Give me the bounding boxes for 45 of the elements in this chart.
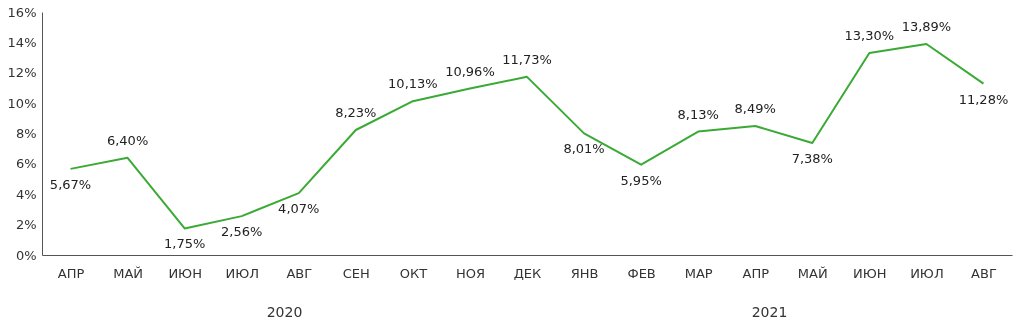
y-tick-label: 12% bbox=[7, 65, 37, 81]
y-tick-label: 4% bbox=[15, 186, 37, 202]
data-label: 1,75% bbox=[163, 236, 206, 252]
data-label: 8,49% bbox=[734, 101, 776, 117]
x-tick-label: МАР bbox=[684, 265, 713, 281]
x-tick-label: ЯНВ bbox=[570, 265, 599, 281]
data-label: 8,23% bbox=[335, 105, 377, 121]
x-tick-label: СЕН bbox=[342, 265, 370, 281]
data-label: 7,38% bbox=[791, 150, 833, 166]
x-tick-label: ИЮЛ bbox=[910, 265, 944, 281]
x-tick-label: ДЕК bbox=[513, 265, 542, 281]
y-tick-label: 10% bbox=[7, 95, 37, 111]
data-label: 2,56% bbox=[221, 224, 263, 240]
data-label: 5,95% bbox=[620, 172, 662, 188]
y-tick-label: 2% bbox=[15, 217, 37, 233]
text: 2021 bbox=[751, 304, 788, 320]
data-label: 10,96% bbox=[445, 63, 495, 79]
data-label: 10,13% bbox=[388, 76, 438, 92]
x-tick-label: АПР bbox=[57, 265, 85, 281]
x-tick-label: МАЙ bbox=[797, 265, 828, 281]
data-label: 5,67% bbox=[49, 176, 92, 192]
x-tick-label: ОКТ bbox=[399, 265, 428, 281]
x-tick-label: ИЮЛ bbox=[225, 265, 259, 281]
x-tick-label: ИЮН bbox=[853, 265, 887, 281]
x-tick-label: ФЕВ bbox=[627, 265, 656, 281]
data-label: 13,30% bbox=[844, 28, 895, 44]
y-tick-label: 6% bbox=[15, 156, 37, 172]
x-tick-label: АВГ bbox=[286, 265, 313, 281]
data-label: 13,89% bbox=[901, 19, 952, 35]
data-label: 6,40% bbox=[106, 132, 149, 148]
data-label: 11,28% bbox=[958, 91, 1009, 107]
data-label: 8,01% bbox=[563, 141, 605, 157]
y-tick-label: 0% bbox=[15, 247, 37, 263]
y-tick-label: 16% bbox=[7, 4, 37, 20]
data-label: 8,13% bbox=[677, 106, 719, 122]
y-tick-label: 8% bbox=[15, 126, 37, 141]
text: 2020 bbox=[266, 304, 303, 320]
x-tick-label: НОЯ bbox=[455, 265, 485, 281]
data-label: 11,73% bbox=[502, 51, 552, 67]
y-tick-label: 14% bbox=[7, 34, 37, 50]
x-tick-label: МАЙ bbox=[113, 265, 144, 281]
x-tick-label: АВГ bbox=[971, 265, 997, 281]
x-tick-label: АПР bbox=[742, 265, 770, 281]
x-tick-label: ИЮН bbox=[168, 265, 202, 281]
data-label: 4,07% bbox=[278, 201, 320, 217]
